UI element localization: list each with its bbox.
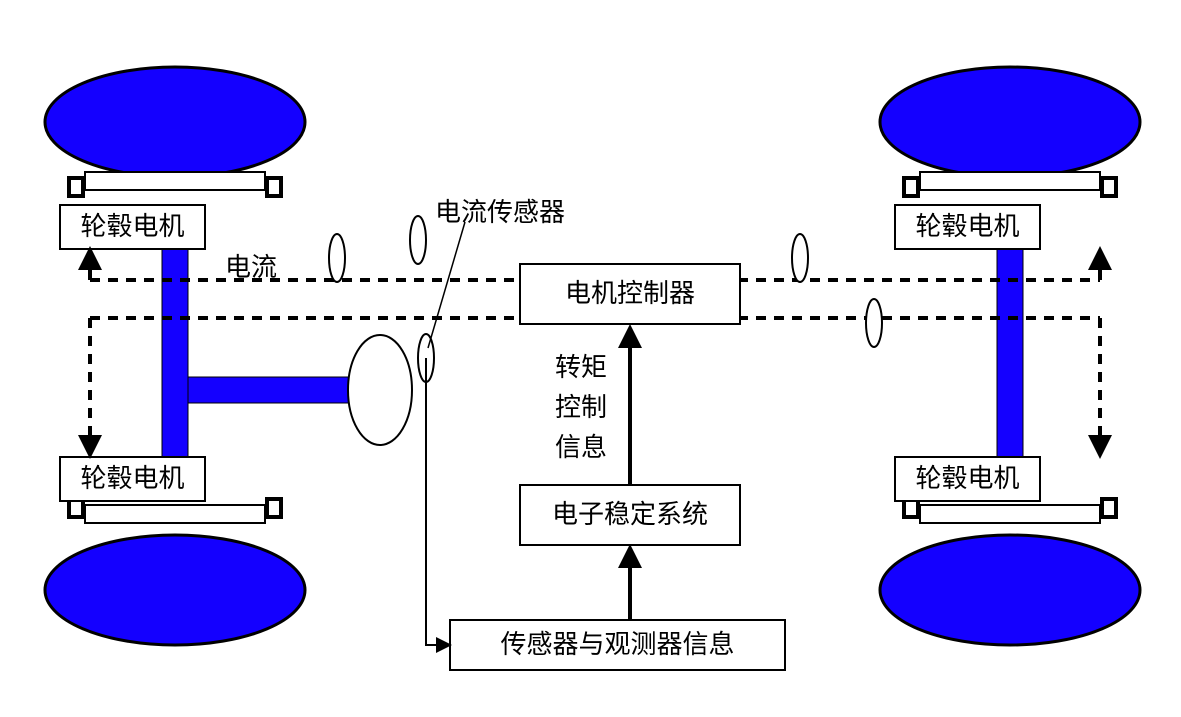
svg-text:轮毂电机: 轮毂电机 xyxy=(915,464,1019,493)
svg-text:转矩: 转矩 xyxy=(555,353,607,382)
svg-text:电机控制器: 电机控制器 xyxy=(565,279,695,308)
system-diagram: 轮毂电机轮毂电机轮毂电机轮毂电机电机控制器电子稳定系统传感器与观测器信息电流电流… xyxy=(0,0,1181,712)
svg-text:轮毂电机: 轮毂电机 xyxy=(80,464,184,493)
svg-text:传感器与观测器信息: 传感器与观测器信息 xyxy=(500,630,734,659)
svg-text:电子稳定系统: 电子稳定系统 xyxy=(552,500,708,529)
svg-text:轮毂电机: 轮毂电机 xyxy=(80,212,184,241)
svg-text:电流传感器: 电流传感器 xyxy=(435,198,565,227)
svg-text:轮毂电机: 轮毂电机 xyxy=(915,212,1019,241)
svg-text:控制: 控制 xyxy=(555,393,607,422)
svg-text:信息: 信息 xyxy=(555,433,607,462)
svg-text:电流: 电流 xyxy=(225,253,277,282)
